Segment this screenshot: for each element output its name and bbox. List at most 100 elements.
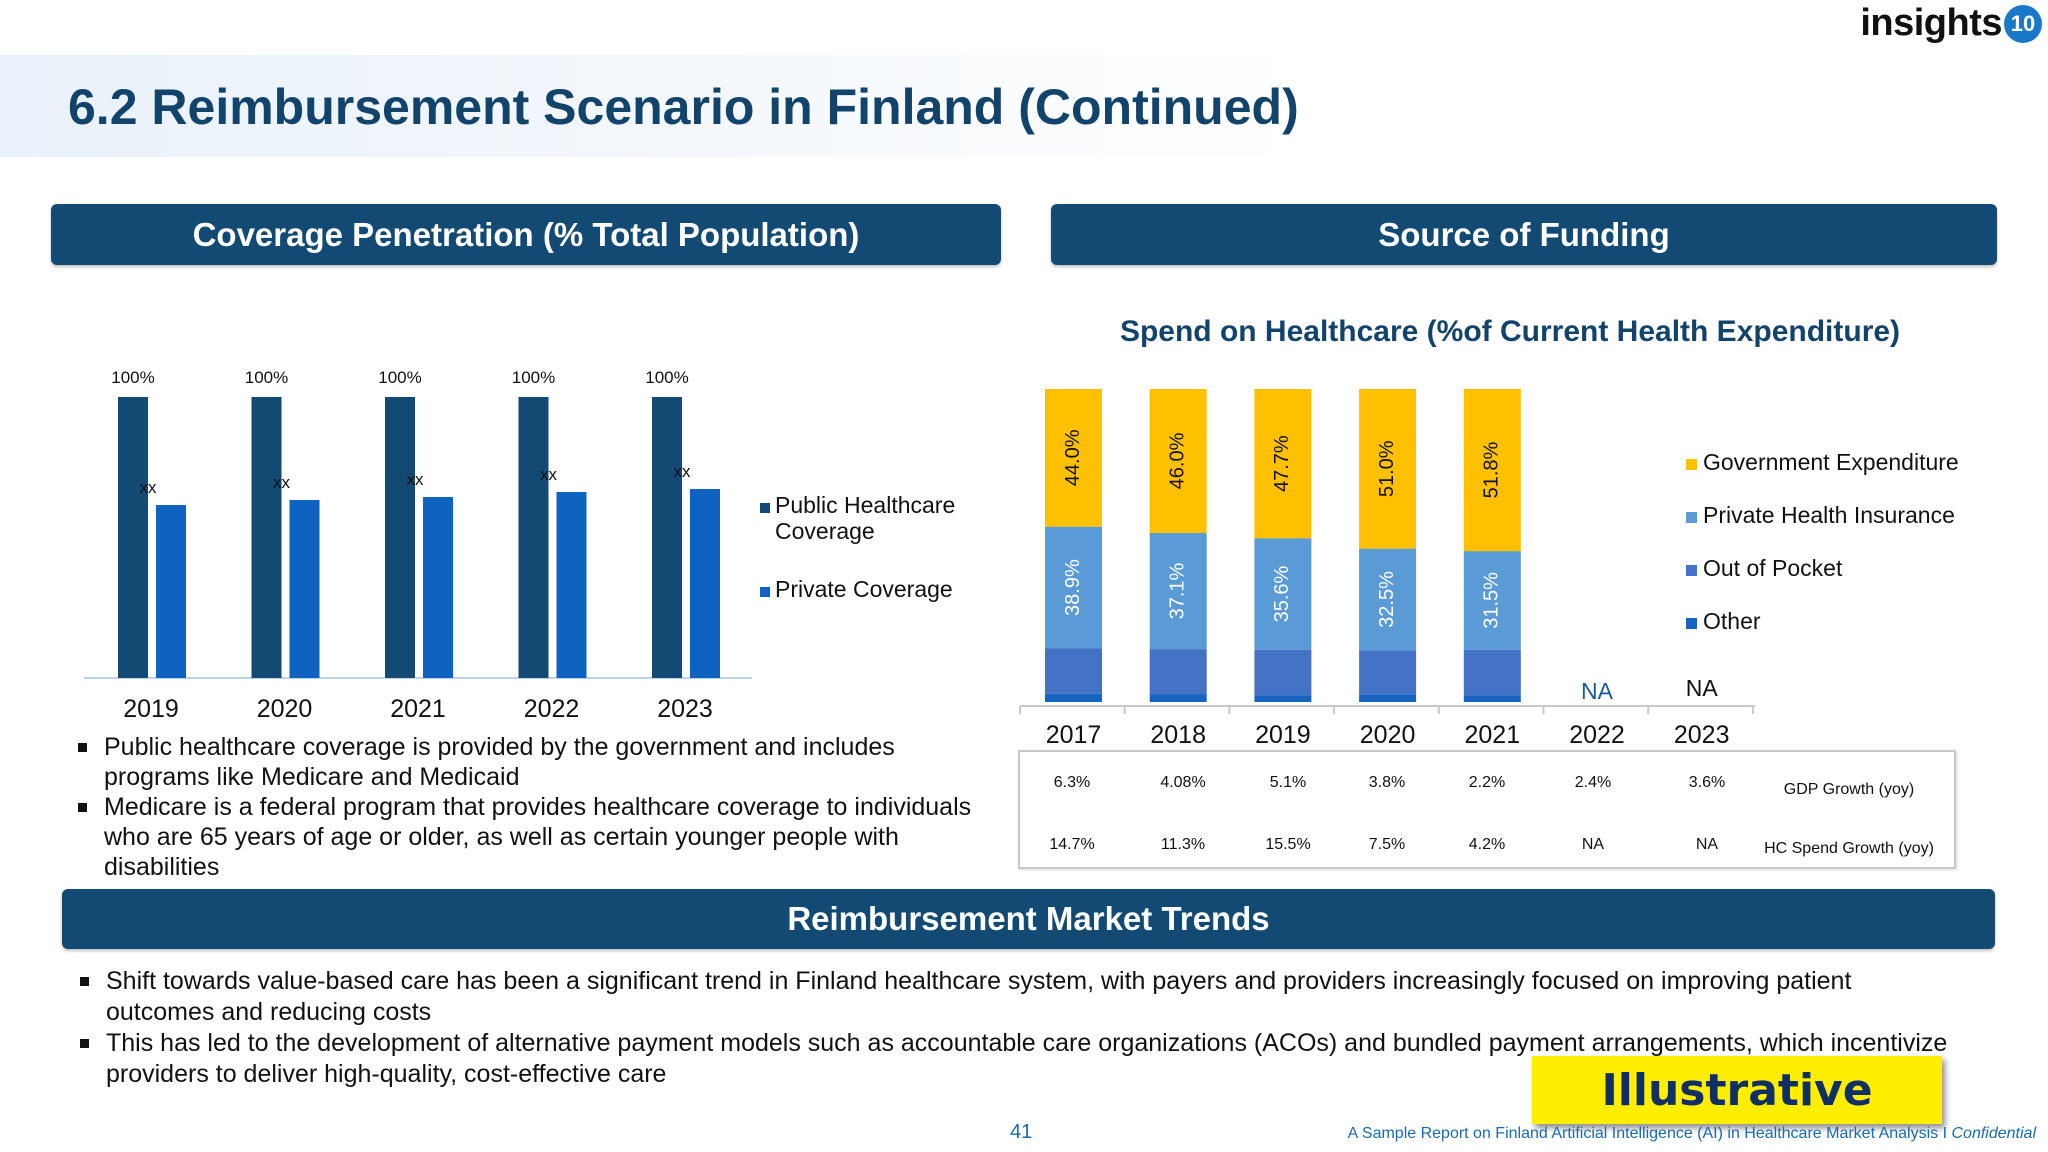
bar-private bbox=[556, 492, 587, 678]
title-band bbox=[0, 55, 1300, 157]
trends-banner: Reimbursement Market Trends bbox=[62, 889, 1995, 949]
bar-private bbox=[690, 489, 720, 678]
data-label: 31.5% bbox=[1481, 572, 1503, 629]
trend-notes: Shift towards value-based care has been … bbox=[72, 966, 1952, 1090]
bar-segment bbox=[1045, 526, 1102, 649]
data-label: 37.1% bbox=[1166, 562, 1188, 619]
bar-public bbox=[118, 397, 148, 678]
bar-segment bbox=[1463, 695, 1521, 702]
bar-segment bbox=[1149, 389, 1207, 533]
bar-public bbox=[518, 397, 549, 678]
x-tick-label: 2020 bbox=[257, 695, 313, 723]
na-label: NA bbox=[1581, 678, 1614, 704]
legend-swatch bbox=[1686, 565, 1697, 576]
coverage-notes: Public healthcare coverage is provided b… bbox=[70, 732, 1000, 882]
legend-swatch bbox=[760, 503, 770, 513]
x-tick-label: 2023 bbox=[657, 695, 713, 723]
bar-private bbox=[423, 497, 453, 678]
legend-label: Other bbox=[1703, 608, 1761, 634]
x-tick-label: 2021 bbox=[390, 695, 446, 723]
data-label: 46.0% bbox=[1166, 432, 1188, 489]
table-cell: 3.8% bbox=[1368, 774, 1406, 791]
table-cell: 15.5% bbox=[1265, 836, 1311, 853]
legend-label: Public Healthcare bbox=[775, 492, 955, 518]
bar-segment bbox=[1254, 695, 1312, 702]
x-tick-label: 2023 bbox=[1674, 721, 1730, 749]
bar-segment bbox=[1359, 694, 1417, 702]
table-cell: NA bbox=[1695, 836, 1719, 853]
data-label: 51.0% bbox=[1376, 440, 1398, 497]
x-tick-label: 2022 bbox=[524, 695, 580, 723]
bar-segment bbox=[1254, 649, 1312, 696]
bar-segment bbox=[1463, 551, 1521, 650]
table-row-label: HC Spend Growth (yoy) bbox=[1764, 840, 1934, 857]
data-label-public: 100% bbox=[111, 368, 154, 387]
footer-confidential: Confidential bbox=[1951, 1125, 2037, 1142]
coverage-banner: Coverage Penetration (% Total Population… bbox=[51, 204, 1001, 265]
data-label: 35.6% bbox=[1271, 565, 1293, 622]
coverage-chart: 100% xx 2019 100% xx 2020 100% xx 2021 100% xx 2022… bbox=[84, 368, 955, 723]
table-cell: 7.5% bbox=[1368, 836, 1406, 853]
bar-public bbox=[251, 397, 282, 678]
na-label: NA bbox=[1686, 675, 1719, 701]
logo-badge: 10 bbox=[2004, 4, 2042, 43]
legend-swatch bbox=[1686, 459, 1697, 470]
bar-segment bbox=[1045, 693, 1102, 702]
data-label: 47.7% bbox=[1271, 435, 1293, 492]
bar-segment bbox=[1463, 649, 1521, 696]
legend-label: Out of Pocket bbox=[1703, 555, 1843, 581]
data-label: 32.5% bbox=[1376, 571, 1398, 628]
bar-segment bbox=[1359, 389, 1417, 549]
bar-segment bbox=[1254, 389, 1312, 539]
data-label: 44.0% bbox=[1062, 429, 1084, 486]
page-title: 6.2 Reimbursement Scenario in Finland (C… bbox=[68, 79, 1299, 135]
data-label-private: xx bbox=[140, 478, 158, 497]
bar-segment bbox=[1149, 532, 1207, 650]
bar-public bbox=[652, 397, 682, 678]
funding-chart: 38.9% 44.0% 2017 37.1% 46.0% 2018 35.6% 47.7% 20… bbox=[1019, 389, 1959, 749]
bar-segment bbox=[1045, 648, 1102, 694]
bar-segment bbox=[1359, 548, 1417, 651]
legend-swatch bbox=[760, 587, 770, 597]
legend-label: Private Health Insurance bbox=[1703, 502, 1955, 528]
growth-table: 6.3% 4.08% 5.1% 3.8% 2.2% 2.4% 3.6% GDP Growth … bbox=[1018, 750, 1956, 869]
table-cell: 4.08% bbox=[1160, 774, 1206, 791]
data-label-private: xx bbox=[407, 470, 425, 489]
funding-chart-title: Spend on Healthcare (%of Current Health … bbox=[1119, 315, 1901, 348]
table-cell: 14.7% bbox=[1049, 836, 1095, 853]
bar-segment bbox=[1254, 538, 1312, 650]
logo-text: insights bbox=[1860, 2, 2002, 44]
bar-public bbox=[385, 397, 415, 678]
bar-private bbox=[289, 500, 320, 678]
funding-banner: Source of Funding bbox=[1051, 204, 1997, 265]
data-label: 38.9% bbox=[1062, 559, 1084, 616]
table-cell: NA bbox=[1581, 836, 1605, 853]
bar-segment bbox=[1149, 649, 1207, 695]
data-label-public: 100% bbox=[378, 368, 421, 387]
bar-segment bbox=[1359, 650, 1417, 695]
logo: insights 10 bbox=[1860, 2, 2042, 45]
table-row-label: GDP Growth (yoy) bbox=[1783, 781, 1915, 798]
legend-label: Private Coverage bbox=[775, 576, 953, 602]
table-cell: 6.3% bbox=[1053, 774, 1091, 791]
legend-swatch bbox=[1686, 512, 1697, 523]
data-label-private: xx bbox=[674, 462, 692, 481]
coverage-note: Medicare is a federal program that provi… bbox=[70, 792, 1000, 882]
table-cell: 2.2% bbox=[1468, 774, 1506, 791]
trend-note: Shift towards value-based care has been … bbox=[72, 966, 1952, 1028]
data-label-private: xx bbox=[540, 465, 558, 484]
x-tick-label: 2019 bbox=[1255, 721, 1311, 749]
data-label: 51.8% bbox=[1481, 442, 1503, 499]
x-tick-label: 2020 bbox=[1360, 721, 1416, 749]
data-label-public: 100% bbox=[512, 368, 555, 387]
x-tick-label: 2018 bbox=[1150, 721, 1206, 749]
coverage-note: Public healthcare coverage is provided b… bbox=[70, 732, 1000, 792]
data-label-private: xx bbox=[273, 473, 291, 492]
legend-label: Coverage bbox=[775, 518, 875, 544]
data-label-public: 100% bbox=[645, 368, 688, 387]
x-tick-label: 2017 bbox=[1046, 721, 1102, 749]
x-tick-label: 2022 bbox=[1569, 721, 1625, 749]
bar-segment bbox=[1149, 694, 1207, 702]
table-cell: 11.3% bbox=[1160, 836, 1206, 853]
x-tick-label: 2019 bbox=[123, 695, 179, 723]
